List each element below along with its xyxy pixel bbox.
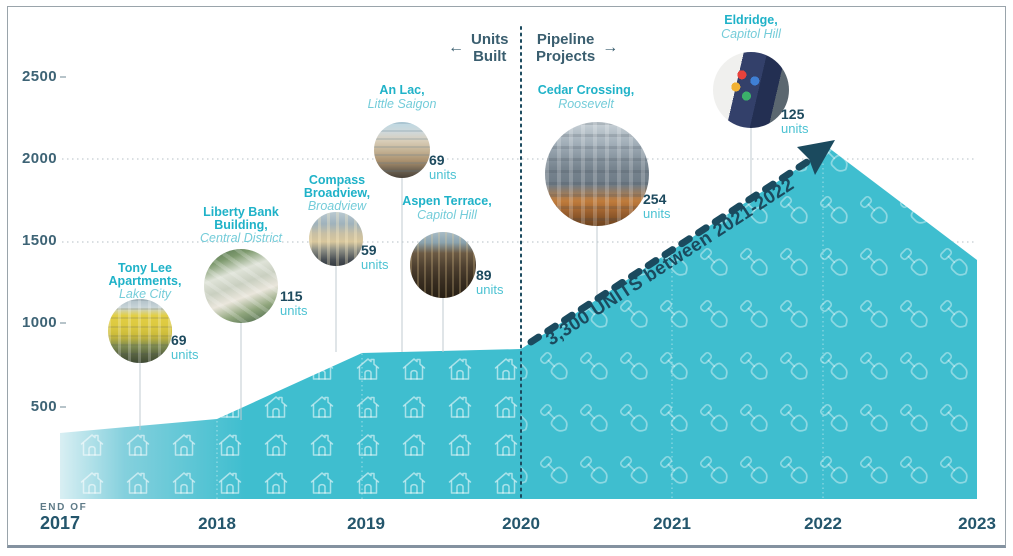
project-label-an-lac: An Lac, Little Saigon <box>367 84 437 110</box>
units-word: units <box>429 166 457 182</box>
y-axis-label-500: 500 <box>30 398 57 415</box>
x-axis-label-2018: 2018 <box>198 514 236 533</box>
units-number: 69 <box>171 332 187 348</box>
x-axis-label-2023: 2023 <box>958 514 996 533</box>
project-name: Aspen Terrace, <box>402 194 492 208</box>
project-photo-tony-lee <box>108 299 172 363</box>
units-number: 115 <box>280 288 303 304</box>
project-label-tony-lee: Tony Lee Apartments, Lake City <box>90 262 200 301</box>
project-name: Eldridge, <box>724 13 778 27</box>
project-units-an-lac: 69 units <box>429 153 456 181</box>
project-photo-aspen <box>410 232 476 298</box>
project-photo-liberty-bank <box>204 249 278 323</box>
project-location: Roosevelt <box>558 96 614 111</box>
project-label-compass: Compass Broadview, Broadview <box>282 174 392 213</box>
project-units-eldridge: 125 units <box>781 107 808 135</box>
project-units-aspen: 89 units <box>476 268 503 296</box>
units-number: 125 <box>781 106 805 122</box>
right-arrow-icon: → <box>602 39 619 57</box>
units-number: 69 <box>429 152 445 168</box>
y-axis-label-2000: 2000 <box>22 150 57 167</box>
project-photo-cedar <box>545 122 649 226</box>
x-axis-label-2022: 2022 <box>804 514 842 533</box>
units-word: units <box>361 256 389 272</box>
pipeline-line2: Projects <box>536 48 596 66</box>
project-name: Liberty Bank Building, <box>203 205 279 232</box>
project-location: Central District <box>200 231 282 245</box>
units-word: units <box>781 120 809 136</box>
project-location: Broadview <box>307 199 367 213</box>
project-label-aspen: Aspen Terrace, Capitol Hill <box>402 195 492 221</box>
project-name: Cedar Crossing, <box>537 83 635 97</box>
units-number: 59 <box>361 242 377 258</box>
x-axis-label-2019: 2019 <box>347 514 385 533</box>
left-arrow-icon: ← <box>448 39 464 57</box>
project-units-compass: 59 units <box>361 243 388 271</box>
project-photo-compass <box>309 212 363 266</box>
growth-arrowhead <box>797 140 835 175</box>
units-number: 254 <box>643 191 667 207</box>
units-number: 89 <box>476 267 492 283</box>
y-axis-label-2500: 2500 <box>22 68 57 85</box>
project-label-eldridge: Eldridge, Capitol Hill <box>716 14 786 40</box>
units-built-line2: Built <box>473 48 507 66</box>
project-units-cedar: 254 units <box>643 192 670 220</box>
units-word: units <box>280 302 308 318</box>
section-label-pipeline-projects: Pipeline Projects → <box>536 31 618 66</box>
y-axis-label-1000: 1000 <box>22 314 57 331</box>
units-built-line1: Units <box>471 31 509 48</box>
x-axis-label-2017: 2017 <box>40 513 81 533</box>
project-photo-an-lac <box>374 122 430 178</box>
x-axis-prefix: END OF <box>40 502 88 513</box>
x-axis-label-2020: 2020 <box>502 514 540 533</box>
units-word: units <box>171 346 199 362</box>
project-label-liberty-bank: Liberty Bank Building, Central District <box>176 206 306 245</box>
project-location: Capitol Hill <box>721 26 781 41</box>
project-name: An Lac, <box>379 83 425 97</box>
project-units-tony-lee: 69 units <box>171 333 198 361</box>
project-name: Compass Broadview, <box>303 173 371 200</box>
units-word: units <box>476 281 504 297</box>
growth-arrow-dashes <box>527 158 811 346</box>
project-label-cedar: Cedar Crossing, Roosevelt <box>536 84 636 110</box>
project-photo-eldridge <box>713 52 789 128</box>
project-location: Capitol Hill <box>417 207 477 222</box>
project-location: Little Saigon <box>367 96 437 111</box>
project-connectors <box>139 127 752 430</box>
y-axis-label-1500: 1500 <box>22 232 57 249</box>
x-axis-label-2021: 2021 <box>653 514 691 533</box>
section-label-units-built: ← Units Built <box>448 31 509 66</box>
units-word: units <box>643 205 671 221</box>
project-units-liberty-bank: 115 units <box>280 289 307 317</box>
project-name: Tony Lee Apartments, <box>108 261 182 288</box>
pipeline-line1: Pipeline <box>536 31 595 48</box>
project-location: Lake City <box>118 287 172 301</box>
